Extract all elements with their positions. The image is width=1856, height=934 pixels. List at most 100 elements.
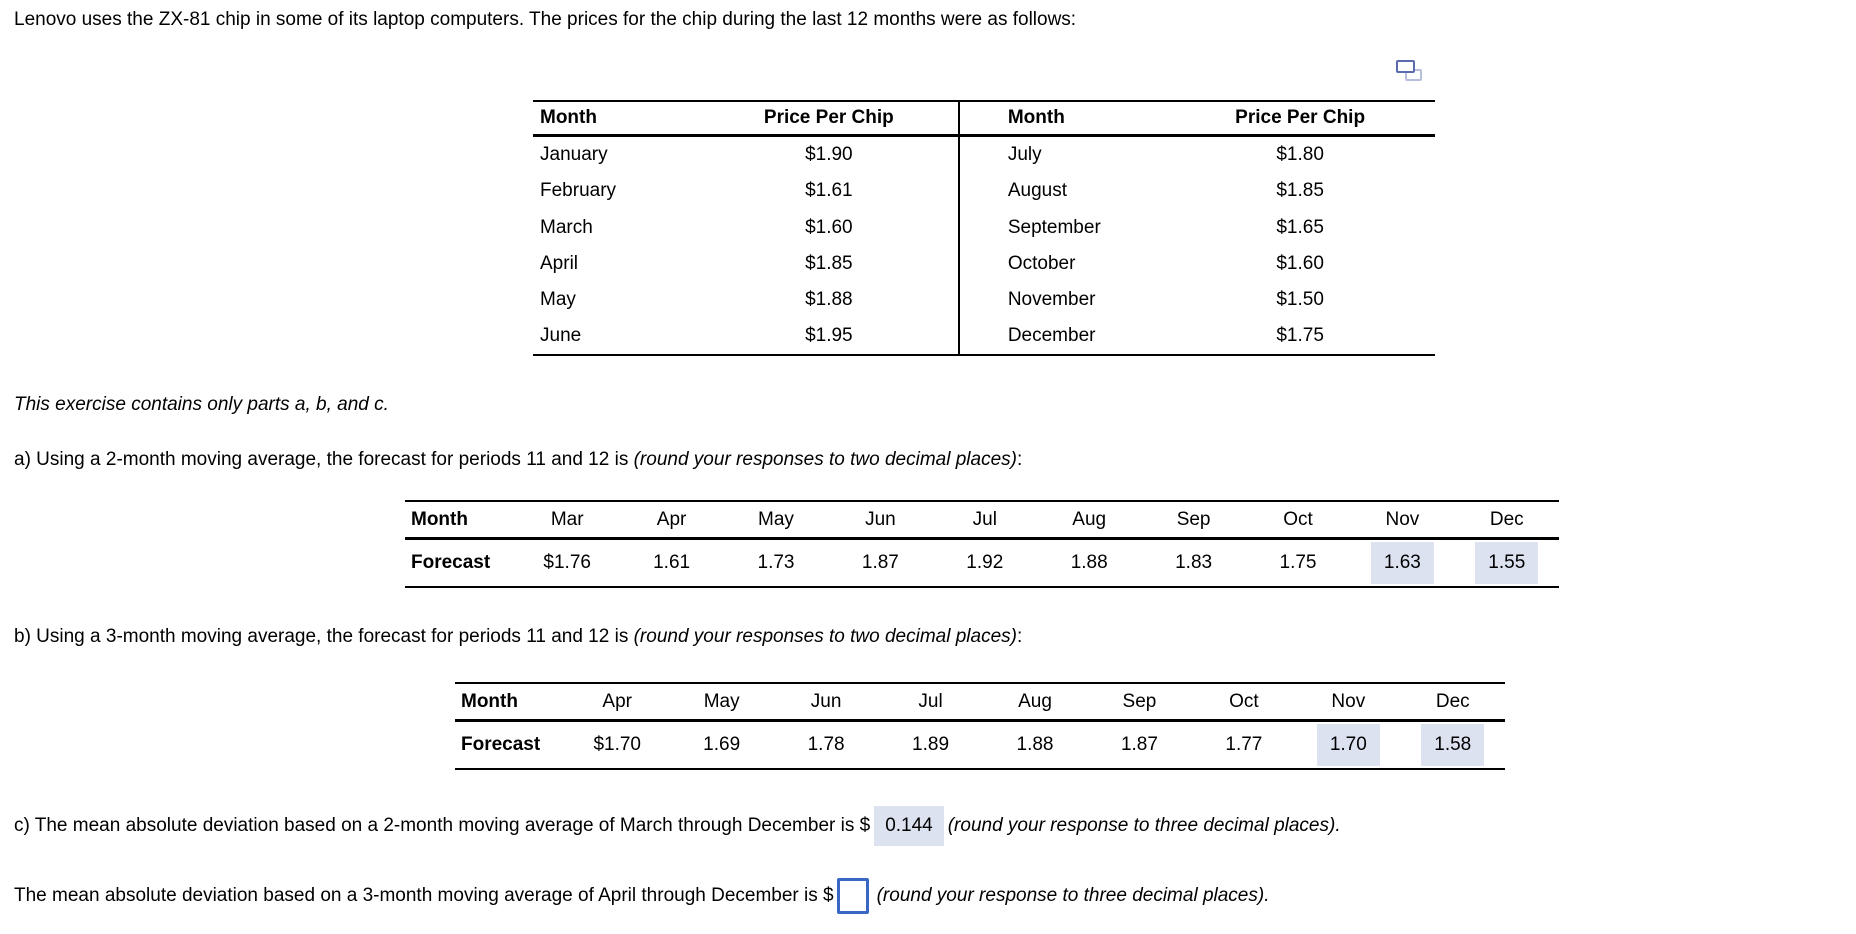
- forecast-value-cell: 1.55: [1455, 542, 1559, 584]
- price-cell: $1.95: [805, 325, 853, 347]
- month-header-cell: Nov: [1385, 508, 1420, 530]
- mad-2month-answer[interactable]: 0.144: [874, 806, 944, 846]
- part-a-prompt-italic: (round your responses to two decimal pla…: [633, 449, 1017, 470]
- month-header-cell: Jun: [810, 690, 842, 712]
- month-header-cell: Dec: [1489, 508, 1524, 530]
- part-c-line2: The mean absolute deviation based on a 3…: [14, 878, 1269, 914]
- forecast-value-cell: 1.88: [1016, 734, 1054, 756]
- forecast-value-cell: 1.69: [703, 734, 741, 756]
- month-cell: September: [957, 209, 1165, 246]
- month-cell: April: [540, 252, 579, 274]
- table-row: March $1.60 September $1.65: [533, 209, 1435, 246]
- month-cell: December: [957, 317, 1165, 355]
- part-c-line2-italic: (round your response to three decimal pl…: [876, 885, 1270, 907]
- problem-statement: Lenovo uses the ZX-81 chip in some of it…: [14, 9, 1077, 30]
- month-cell: November: [957, 281, 1165, 318]
- part-b-prompt-text: b) Using a 3-month moving average, the f…: [14, 626, 634, 647]
- popout-window-icon[interactable]: [1396, 60, 1426, 86]
- price-cell: $1.60: [1276, 252, 1324, 274]
- month-cell: August: [957, 173, 1165, 210]
- month-header-cell: Aug: [1018, 690, 1052, 712]
- part-a-prompt: a) Using a 2-month moving average, the f…: [14, 448, 1022, 472]
- price-table-header-row: Month Price Per Chip Month Price Per Chi…: [533, 102, 1435, 137]
- part-b-prompt-italic: (round your responses to two decimal pla…: [633, 626, 1017, 647]
- row-label-month: Month: [411, 508, 468, 530]
- month-cell: July: [957, 137, 1165, 174]
- mad-3month-answer-input[interactable]: [836, 878, 869, 914]
- forecast-value-cell: 1.87: [1120, 734, 1158, 756]
- month-header-cell: Oct: [1229, 690, 1259, 712]
- part-c-line1: c) The mean absolute deviation based on …: [14, 806, 1341, 846]
- table-row: February $1.61 August $1.85: [533, 173, 1435, 210]
- month-header-cell: Oct: [1283, 508, 1313, 530]
- forecast-value-cell: 1.77: [1225, 734, 1263, 756]
- forecast-value-cell: 1.78: [807, 734, 845, 756]
- column-header-price-right: Price Per Chip: [1235, 107, 1366, 129]
- month-cell: March: [540, 216, 593, 238]
- part-a-prompt-text: a) Using a 2-month moving average, the f…: [14, 449, 634, 470]
- column-header-month-right: Month: [957, 102, 1165, 134]
- forecast-value-cell: 1.73: [757, 552, 795, 574]
- month-header-cell: May: [703, 690, 740, 712]
- forecast-value-cell: 1.83: [1175, 552, 1213, 574]
- answer-box-3month-nov[interactable]: 1.70: [1316, 724, 1380, 766]
- row-label-month: Month: [461, 690, 518, 712]
- part-c-line1-italic: (round your response to three decimal pl…: [947, 814, 1341, 836]
- table-row: January $1.90 July $1.80: [533, 137, 1435, 174]
- forecast-value-cell: 1.88: [1070, 552, 1108, 574]
- price-cell: $1.90: [805, 144, 853, 166]
- table-row: May $1.88 November $1.50: [533, 281, 1435, 318]
- forecast-table-2month-value-row: Forecast $1.76 1.61 1.73 1.87 1.92 1.88 …: [405, 540, 1559, 586]
- price-table: Month Price Per Chip Month Price Per Chi…: [533, 100, 1435, 357]
- forecast-value-cell: 1.92: [966, 552, 1004, 574]
- price-cell: $1.65: [1276, 216, 1324, 238]
- forecast-value-cell: 1.63: [1350, 542, 1454, 584]
- column-header-month-left: Month: [540, 107, 597, 129]
- price-cell: $1.75: [1276, 325, 1324, 347]
- month-cell: October: [957, 245, 1165, 282]
- table-row: April $1.85 October $1.60: [533, 245, 1435, 282]
- month-header-cell: Sep: [1122, 690, 1157, 712]
- part-b-prompt-suffix: :: [1016, 626, 1023, 647]
- price-cell: $1.50: [1276, 288, 1324, 310]
- month-header-cell: Jul: [918, 690, 943, 712]
- part-c-line2-text: The mean absolute deviation based on a 3…: [14, 885, 834, 907]
- month-cell: May: [540, 288, 576, 310]
- popout-front-window: [1396, 60, 1415, 73]
- forecast-table-3month-value-row: Forecast $1.70 1.69 1.78 1.89 1.88 1.87 …: [455, 722, 1505, 768]
- forecast-value-cell: 1.75: [1279, 552, 1317, 574]
- price-cell: $1.80: [1276, 144, 1324, 166]
- part-c-line1-text: c) The mean absolute deviation based on …: [14, 814, 871, 836]
- price-cell: $1.85: [1276, 180, 1324, 202]
- part-b-prompt: b) Using a 3-month moving average, the f…: [14, 625, 1022, 649]
- row-label-forecast: Forecast: [411, 552, 491, 574]
- part-a-prompt-suffix: :: [1016, 449, 1023, 470]
- answer-box-3month-dec[interactable]: 1.58: [1421, 724, 1485, 766]
- answer-box-2month-nov[interactable]: 1.63: [1370, 542, 1434, 584]
- row-label-forecast: Forecast: [461, 734, 541, 756]
- forecast-table-3month-header-row: Month Apr May Jun Jul Aug Sep Oct Nov De…: [455, 684, 1505, 722]
- forecast-table-2month: Month Mar Apr May Jun Jul Aug Sep Oct No…: [405, 500, 1559, 588]
- month-header-cell: Dec: [1435, 690, 1470, 712]
- answer-box-2month-dec[interactable]: 1.55: [1475, 542, 1539, 584]
- table-row: June $1.95 December $1.75: [533, 317, 1435, 355]
- month-header-cell: Apr: [602, 690, 632, 712]
- forecast-value-cell: 1.87: [861, 552, 899, 574]
- month-header-cell: Mar: [550, 508, 584, 530]
- forecast-value-cell: $1.76: [543, 552, 591, 574]
- forecast-value-cell: 1.61: [653, 552, 691, 574]
- forecast-value-cell: 1.89: [912, 734, 950, 756]
- month-header-cell: Sep: [1176, 508, 1211, 530]
- forecast-value-cell: $1.70: [593, 734, 641, 756]
- month-header-cell: Apr: [656, 508, 687, 530]
- column-header-price-left: Price Per Chip: [763, 107, 894, 129]
- exercise-note: This exercise contains only parts a, b, …: [14, 394, 389, 415]
- month-header-cell: Jul: [972, 508, 997, 530]
- forecast-table-2month-header-row: Month Mar Apr May Jun Jul Aug Sep Oct No…: [405, 502, 1559, 540]
- price-cell: $1.85: [805, 252, 853, 274]
- month-cell: January: [540, 144, 608, 166]
- month-header-cell: Jun: [865, 508, 896, 530]
- month-header-cell: May: [758, 508, 794, 530]
- month-cell: February: [540, 180, 617, 202]
- month-cell: June: [540, 325, 582, 347]
